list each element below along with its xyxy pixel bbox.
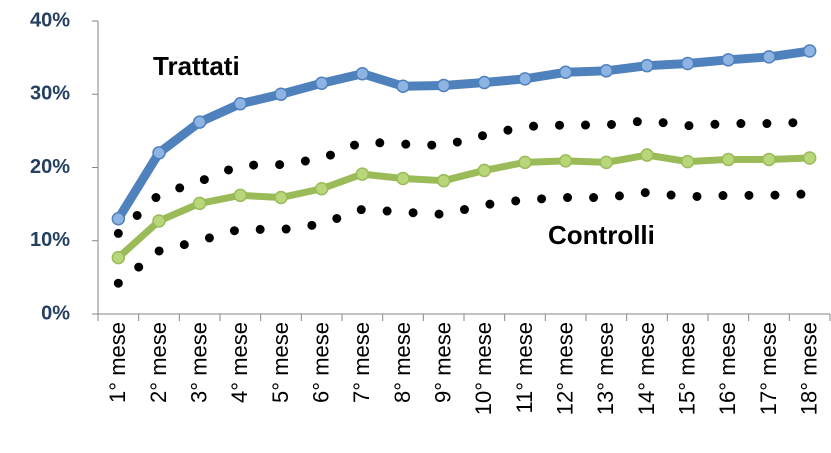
marker	[152, 146, 166, 160]
marker	[233, 97, 248, 111]
marker	[477, 163, 492, 178]
series-label: Trattati	[153, 51, 240, 81]
marker	[558, 154, 573, 168]
marker	[640, 58, 654, 73]
marker	[111, 212, 126, 226]
marker	[314, 76, 329, 91]
y-tick-label: 10%	[30, 229, 70, 251]
x-tick-label: 3° mese	[186, 322, 211, 403]
x-tick-label: 6° mese	[308, 322, 333, 403]
x-tick-label: 11° mese	[512, 322, 537, 414]
x-tick-label: 15° mese	[674, 322, 699, 415]
marker	[192, 115, 207, 129]
x-tick-label: 16° mese	[715, 322, 740, 415]
marker	[355, 167, 370, 181]
x-tick-label: 14° mese	[634, 322, 659, 415]
marker	[721, 53, 736, 67]
marker	[233, 188, 248, 203]
x-tick-label: 13° mese	[593, 322, 618, 415]
x-tick-label: 1° mese	[105, 322, 130, 403]
marker	[640, 148, 654, 162]
x-tick-label: 5° mese	[268, 322, 293, 403]
marker	[518, 72, 532, 86]
marker	[192, 196, 207, 211]
marker	[762, 152, 776, 167]
x-tick-label: 12° mese	[552, 322, 577, 415]
marker	[355, 66, 370, 81]
marker	[274, 87, 288, 101]
series-line	[114, 46, 811, 222]
marker	[721, 152, 736, 167]
marker	[680, 154, 695, 169]
marker	[802, 44, 817, 58]
x-tick-label: 18° mese	[796, 322, 821, 415]
marker	[599, 155, 614, 170]
marker	[436, 173, 451, 188]
marker	[802, 151, 817, 165]
x-tick-label: 2° mese	[146, 322, 171, 403]
y-tick-label: 20%	[30, 156, 70, 178]
x-tick-label: 4° mese	[227, 322, 252, 403]
marker	[599, 64, 614, 78]
marker	[396, 79, 410, 93]
x-tick-label: 8° mese	[390, 322, 415, 403]
x-tick-label: 17° mese	[756, 322, 781, 415]
y-tick-label: 30%	[30, 83, 70, 105]
marker	[762, 50, 776, 64]
marker	[436, 78, 451, 93]
y-tick-label: 40%	[30, 9, 70, 31]
x-tick-label: 10° mese	[471, 322, 496, 415]
x-tick-label: 7° mese	[349, 322, 374, 403]
marker	[477, 75, 492, 90]
ci-line	[113, 187, 815, 288]
x-tick-label: 9° mese	[430, 322, 455, 403]
series-label: Controlli	[548, 220, 655, 250]
marker	[111, 250, 126, 265]
marker	[558, 65, 573, 80]
marker	[314, 181, 329, 196]
y-tick-label: 0%	[41, 302, 70, 324]
marker	[518, 155, 532, 170]
marker	[396, 171, 410, 186]
marker	[680, 56, 695, 71]
marker	[274, 190, 288, 205]
marker	[152, 214, 166, 228]
series-line	[115, 151, 810, 261]
